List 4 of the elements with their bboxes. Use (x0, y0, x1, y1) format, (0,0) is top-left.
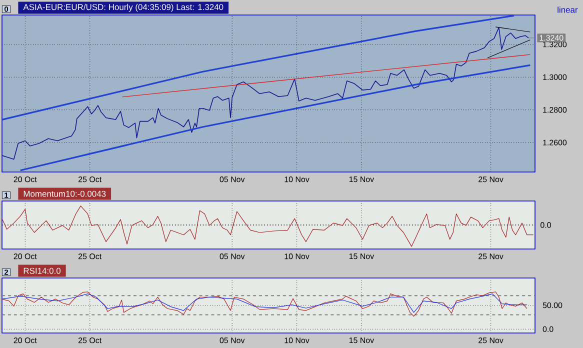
text: linear (558, 6, 578, 13)
chart-title: ASIA-EUR:EUR/USD: Hourly (04:35:09) Last: 1.3240 (23, 4, 224, 12)
chart-title: Momentum10:-0.0043 (24, 190, 106, 197)
chart-title: RSI14:0.0 (24, 268, 61, 274)
